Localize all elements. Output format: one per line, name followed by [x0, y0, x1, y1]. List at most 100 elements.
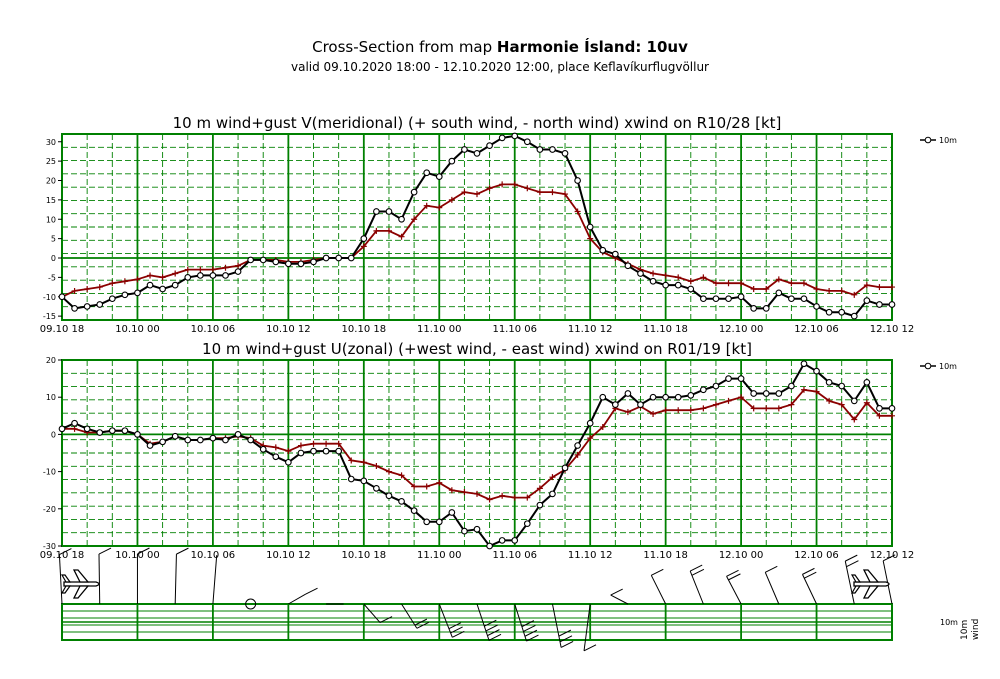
plane-body — [853, 581, 890, 587]
chart-title: 10 m wind+gust V(meridional) (+ south wi… — [173, 114, 782, 132]
wind-barb-feather — [484, 619, 497, 627]
main-point — [96, 301, 104, 308]
main-point — [146, 281, 154, 289]
main-point — [247, 436, 254, 444]
wind-barb-feather — [846, 560, 859, 568]
main-point — [700, 295, 707, 303]
wind-barb-feather — [559, 635, 573, 643]
main-point — [586, 223, 594, 231]
gust-point — [662, 272, 669, 279]
gust-point — [71, 287, 78, 294]
wind-barb-shaft — [551, 603, 562, 648]
wind-barb-feather — [98, 547, 112, 555]
wind-barb-shaft — [98, 554, 101, 605]
main-point — [888, 301, 896, 308]
main-point — [209, 272, 217, 279]
y-tick-label: 20 — [46, 177, 56, 186]
main-point — [876, 405, 883, 412]
x-tick-label: 12.10 12 — [870, 550, 915, 561]
gust-point — [775, 276, 782, 283]
main-point — [687, 285, 695, 293]
gust-point — [800, 280, 807, 287]
gust-point — [96, 284, 103, 291]
y-tick-label: 30 — [46, 138, 56, 147]
gust-point — [675, 407, 682, 414]
main-point — [712, 382, 720, 390]
main-point — [498, 134, 506, 142]
main-point — [549, 146, 556, 153]
main-point — [637, 270, 644, 277]
plane-body — [63, 581, 100, 587]
gust-point — [348, 457, 355, 464]
wind-barb-shaft — [726, 576, 742, 605]
main-point — [813, 367, 820, 375]
main-point — [285, 260, 292, 268]
gust-point — [650, 270, 657, 277]
gust-point — [650, 410, 657, 417]
main-point — [96, 429, 104, 436]
wind-barb-feather — [802, 567, 815, 575]
main-point — [410, 188, 418, 196]
legend-label: 10m — [939, 136, 957, 145]
main-point — [335, 447, 343, 455]
wind-barb-shaft — [583, 603, 591, 651]
main-point — [611, 401, 619, 408]
main-point — [523, 138, 531, 146]
main-point — [712, 295, 720, 303]
wind-barb-feather — [137, 547, 150, 555]
gust-point — [172, 270, 179, 277]
wind-barb-feather — [765, 565, 778, 573]
main-point — [196, 272, 204, 279]
gust-point — [876, 284, 883, 291]
gust-point — [423, 202, 430, 209]
wind-barb-feather — [610, 588, 623, 596]
y-tick-label: 5 — [51, 235, 56, 244]
main-point — [423, 169, 431, 177]
wind-barb-feather — [521, 620, 535, 628]
wind-barb-shaft — [514, 603, 527, 642]
main-point — [360, 477, 368, 485]
wind-barb-feather — [448, 622, 462, 630]
main-point — [850, 397, 858, 405]
gust-point — [763, 286, 770, 292]
x-tick-label: 11.10 18 — [643, 550, 688, 561]
gust-point — [750, 286, 757, 292]
gust-point — [499, 492, 506, 499]
barb-10m-label: 10m — [940, 618, 958, 627]
gust-point — [662, 407, 669, 414]
gust-point — [461, 189, 468, 196]
wind-barb-feather — [558, 629, 572, 637]
wind-barb-shaft — [174, 554, 177, 605]
gust-point — [750, 405, 757, 412]
x-tick-label: 11.10 00 — [417, 324, 462, 335]
main-point — [448, 157, 456, 165]
gust-point — [109, 280, 116, 287]
y-tick-label: 25 — [46, 157, 56, 166]
main-point — [108, 427, 116, 435]
wind-barb-feather — [728, 573, 741, 581]
wind-barb-feather — [305, 587, 318, 595]
main-point — [649, 277, 657, 285]
main-point — [700, 386, 707, 394]
main-point — [247, 256, 254, 264]
x-tick-label: 12.10 06 — [794, 550, 839, 561]
gust-point — [536, 485, 543, 492]
y-tick-label: 0 — [51, 254, 56, 263]
x-tick-label: 11.10 18 — [643, 324, 688, 335]
gust-point — [474, 191, 480, 198]
plane-tail — [850, 574, 862, 594]
main-point — [184, 436, 192, 444]
main-point — [398, 498, 405, 505]
gust-point — [121, 278, 128, 285]
main-point — [121, 291, 129, 299]
chart-panel-2: 10 m wind+gust U(zonal) (+west wind, - e… — [40, 340, 957, 561]
y-tick-label: 0 — [51, 430, 56, 439]
gust-point — [499, 181, 506, 188]
x-tick-label: 12.10 00 — [719, 550, 764, 561]
main-point — [121, 427, 129, 435]
gust-point — [373, 463, 380, 470]
wind-barb-shaft — [764, 572, 780, 605]
gust-point — [474, 490, 480, 497]
